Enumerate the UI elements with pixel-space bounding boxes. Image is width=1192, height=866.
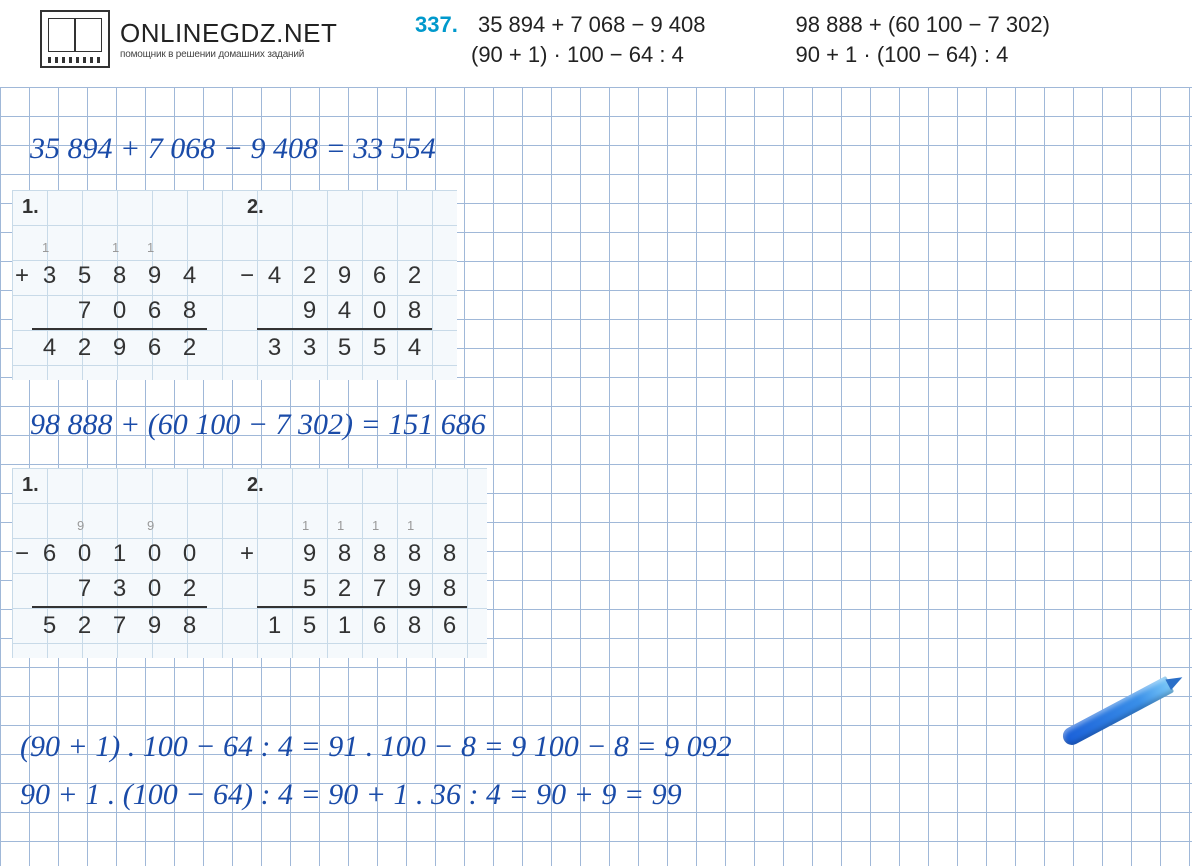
calc-label: 2. — [247, 196, 264, 219]
problem-expr-1: 35 894 + 7 068 − 9 408 — [478, 12, 706, 37]
book-icon — [40, 10, 110, 68]
handwritten-line-4: 90 + 1 . (100 − 64) : 4 = 90 + 1 . 36 : … — [20, 778, 682, 812]
problem-expr-4: 90 + 1 · (100 − 64) : 4 — [796, 42, 1009, 67]
calculation-block-2: 1. − 6 0 1 0 0 7 3 0 2 5 2 7 9 8 9 9 — [12, 468, 487, 658]
problem-expr-3: 98 888 + (60 100 − 7 302) — [796, 12, 1050, 37]
calc-op: − — [12, 540, 32, 568]
problem-expr-2: (90 + 1) · 100 − 64 : 4 — [471, 42, 684, 67]
calc-op: + — [12, 262, 32, 290]
problem-statement: 337. 35 894 + 7 068 − 9 408 (90 + 1) · 1… — [415, 12, 1050, 68]
calc-label: 1. — [22, 474, 39, 497]
handwritten-line-3: (90 + 1) . 100 − 64 : 4 = 91 . 100 − 8 =… — [20, 730, 732, 764]
calc-op: − — [237, 262, 257, 290]
calc-label: 2. — [247, 474, 264, 497]
calc-op: + — [237, 540, 257, 568]
logo-title: ONLINEGDZ.NET — [120, 18, 337, 49]
calculation-block-1: 1. + 3 5 8 9 4 7 0 6 8 4 2 9 6 2 1 1 1 — [12, 190, 457, 380]
handwritten-line-1: 35 894 + 7 068 − 9 408 = 33 554 — [30, 132, 436, 166]
logo-subtitle: помощник в решении домашних заданий — [120, 49, 337, 60]
handwritten-line-2: 98 888 + (60 100 − 7 302) = 151 686 — [30, 408, 486, 442]
site-logo: ONLINEGDZ.NET помощник в решении домашни… — [40, 10, 337, 68]
problem-number: 337. — [415, 12, 458, 37]
calc-label: 1. — [22, 196, 39, 219]
